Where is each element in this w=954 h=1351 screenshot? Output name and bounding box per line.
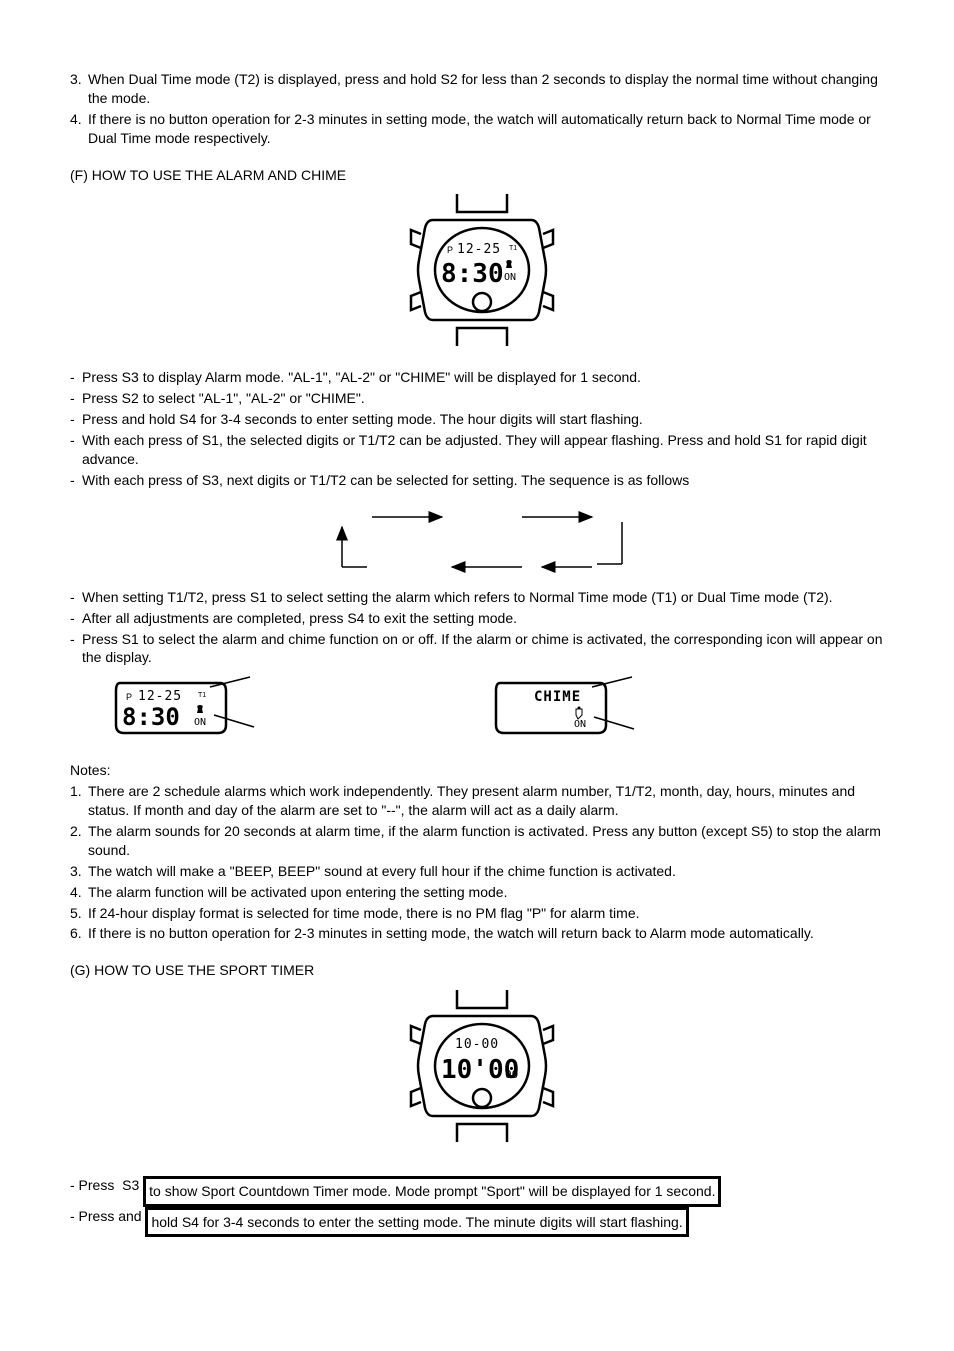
watch-face-pair: P 12-25 T1 8:30 ON CHIME ON (110, 673, 894, 743)
bottom-line2-highlight: hold S4 for 3-4 seconds to enter the set… (145, 1207, 688, 1237)
bullet-text: Press and hold S4 for 3-4 seconds to ent… (82, 410, 894, 429)
bullet-text: Press S1 to select the alarm and chime f… (82, 630, 894, 668)
list-number: 6. (70, 924, 88, 943)
timer-top: 10-00 (455, 1037, 499, 1052)
svg-text:12-25: 12-25 (138, 689, 182, 704)
bullet-text: With each press of S3, next digits or T1… (82, 471, 894, 490)
bullet-dash: - (70, 389, 82, 408)
section-g-heading: (G) HOW TO USE THE SPORT TIMER (70, 961, 894, 980)
bullet-dash: - (70, 630, 82, 668)
alarm-icon (506, 260, 512, 268)
svg-text:P: P (126, 692, 132, 702)
bullet-item: - Press and hold S4 for 3-4 seconds to e… (70, 410, 894, 429)
bullet-item: - With each press of S3, next digits or … (70, 471, 894, 490)
timer-sub: 00 (505, 1068, 518, 1081)
note-item: 6. If there is no button operation for 2… (70, 924, 894, 943)
list-text: If there is no button operation for 2-3 … (88, 110, 894, 148)
bullet-dash: - (70, 431, 82, 469)
bullet-item: - Press S2 to select "AL-1", "AL-2" or "… (70, 389, 894, 408)
arrows-svg (312, 502, 652, 582)
intro-item: 4. If there is no button operation for 2… (70, 110, 894, 148)
svg-text:ON: ON (574, 719, 586, 730)
list-text: The alarm function will be activated upo… (88, 883, 894, 902)
note-item: 2. The alarm sounds for 20 seconds at al… (70, 822, 894, 860)
bullet-dash: - (70, 609, 82, 628)
section-f-bullets-1: - Press S3 to display Alarm mode. "AL-1"… (70, 368, 894, 489)
bullet-text: When setting T1/T2, press S1 to select s… (82, 588, 894, 607)
watch-illustration-alarm-mode: P 12-25 T1 8:30 ON (70, 190, 894, 350)
bullet-item: - When setting T1/T2, press S1 to select… (70, 588, 894, 607)
bullet-dash: - (70, 368, 82, 387)
note-item: 1. There are 2 schedule alarms which wor… (70, 782, 894, 820)
bullet-item: - Press S3 to display Alarm mode. "AL-1"… (70, 368, 894, 387)
note-item: 4. The alarm function will be activated … (70, 883, 894, 902)
watch-svg: P 12-25 T1 8:30 ON (397, 190, 567, 350)
intro-item: 3. When Dual Time mode (T2) is displayed… (70, 70, 894, 108)
list-number: 4. (70, 883, 88, 902)
time-text: 8:30 (441, 259, 504, 289)
list-text: When Dual Time mode (T2) is displayed, p… (88, 70, 894, 108)
list-number: 2. (70, 822, 88, 860)
list-text: If 24-hour display format is selected fo… (88, 904, 894, 923)
bottom-line-2: - Press and hold S4 for 3-4 seconds to e… (70, 1207, 894, 1237)
bullet-item: - With each press of S1, the selected di… (70, 431, 894, 469)
sequence-arrows-diagram (70, 502, 894, 582)
list-number: 5. (70, 904, 88, 923)
t-flag: T1 (509, 245, 517, 252)
list-number: 4. (70, 110, 88, 148)
notes-label: Notes: (70, 761, 894, 780)
intro-list: 3. When Dual Time mode (T2) is displayed… (70, 70, 894, 148)
list-text: The watch will make a "BEEP, BEEP" sound… (88, 862, 894, 881)
list-number: 3. (70, 70, 88, 108)
p-flag: P (447, 245, 453, 255)
svg-text:T1: T1 (198, 692, 206, 699)
bullet-dash: - (70, 471, 82, 490)
svg-text:CHIME: CHIME (534, 689, 581, 705)
watch-svg: 10-00 10'00 00 (397, 986, 567, 1146)
date-text: 12-25 (457, 242, 501, 257)
bottom-line1-prefix: - Press S3 (70, 1176, 143, 1206)
bullet-text: Press S2 to select "AL-1", "AL-2" or "CH… (82, 389, 894, 408)
bottom-line1-highlight: to show Sport Countdown Timer mode. Mode… (143, 1176, 721, 1206)
list-text: There are 2 schedule alarms which work i… (88, 782, 894, 820)
bullet-text: With each press of S1, the selected digi… (82, 431, 894, 469)
list-number: 1. (70, 782, 88, 820)
watch-illustration-sport-timer: 10-00 10'00 00 (70, 986, 894, 1146)
bullet-text: After all adjustments are completed, pre… (82, 609, 894, 628)
bullet-item: - After all adjustments are completed, p… (70, 609, 894, 628)
list-text: If there is no button operation for 2-3 … (88, 924, 894, 943)
svg-text:ON: ON (194, 717, 206, 728)
watch-face-alarm: P 12-25 T1 8:30 ON (110, 673, 260, 743)
note-item: 5. If 24-hour display format is selected… (70, 904, 894, 923)
bullet-dash: - (70, 410, 82, 429)
notes-list: 1. There are 2 schedule alarms which wor… (70, 782, 894, 943)
bottom-highlighted-block: - Press S3 to show Sport Countdown Timer… (70, 1176, 894, 1237)
svg-text:8:30: 8:30 (122, 703, 180, 731)
note-item: 3. The watch will make a "BEEP, BEEP" so… (70, 862, 894, 881)
bullet-text: Press S3 to display Alarm mode. "AL-1", … (82, 368, 894, 387)
bottom-line2-prefix: - Press and (70, 1207, 145, 1237)
section-f-bullets-2: - When setting T1/T2, press S1 to select… (70, 588, 894, 668)
list-text: The alarm sounds for 20 seconds at alarm… (88, 822, 894, 860)
bullet-dash: - (70, 588, 82, 607)
on-text: ON (504, 272, 516, 283)
list-number: 3. (70, 862, 88, 881)
bottom-line-1: - Press S3 to show Sport Countdown Timer… (70, 1176, 894, 1206)
watch-face-chime: CHIME ON (490, 673, 640, 743)
section-f-heading: (F) HOW TO USE THE ALARM AND CHIME (70, 166, 894, 185)
bullet-item: - Press S1 to select the alarm and chime… (70, 630, 894, 668)
